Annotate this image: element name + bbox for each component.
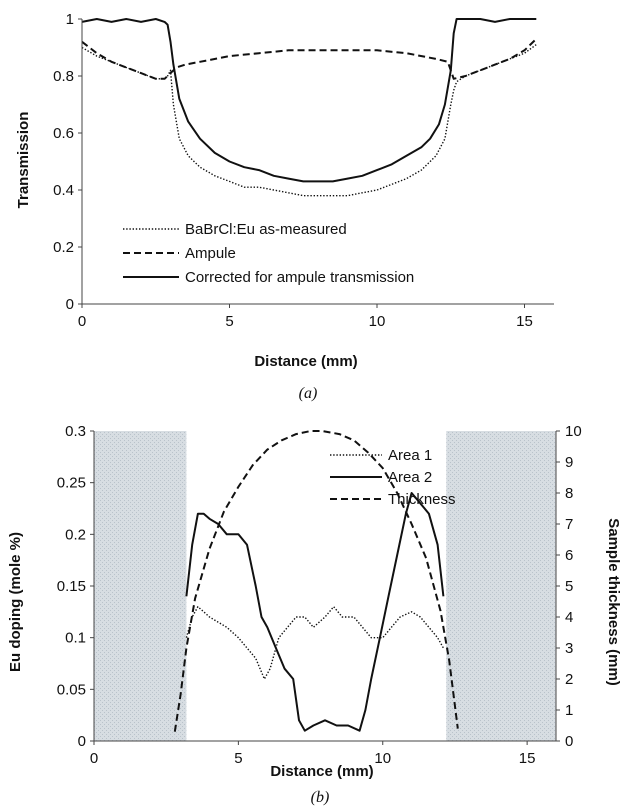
transmission-chart: 0 5 10 15 0 0.2 0.4 0.6 0.8 1 Distance (mm) Trans… — [15, 11, 554, 402]
series-line-area-1 — [185, 606, 445, 680]
y-tick-label: 0.25 — [57, 475, 86, 492]
y-tick-label: 0.2 — [65, 526, 86, 543]
y-right-tick-label: 4 — [565, 609, 573, 626]
legend-entry: Ampule — [185, 245, 236, 262]
y-right-tick-label: 9 — [565, 454, 573, 471]
series-line-babrcl-eu-as-measured — [81, 44, 537, 197]
y-tick-label: 0.15 — [57, 578, 86, 595]
tick-labels-b: 0 5 10 15 0 0.05 0.1 0.15 0.2 0.25 0.3 0 1 2 3 4 5 6 7 8 9 10 — [57, 423, 582, 767]
x-tick-label: 0 — [90, 750, 98, 767]
caption-a: (a) — [299, 385, 318, 402]
y-tick-label: 0 — [78, 733, 86, 750]
y-right-tick-label: 1 — [565, 702, 573, 719]
tick-labels-a: 0 5 10 15 0 0.2 0.4 0.6 0.8 1 — [53, 11, 533, 330]
shaded-region-1 — [94, 431, 187, 741]
x-tick-label: 15 — [519, 750, 536, 767]
x-tick-label: 5 — [225, 313, 233, 330]
y-right-tick-label: 6 — [565, 547, 573, 564]
y-tick-label: 1 — [66, 11, 74, 28]
x-tick-label: 10 — [374, 750, 391, 767]
axes-a — [81, 19, 554, 305]
y-tick-label: 0.2 — [53, 239, 74, 256]
legend-entry: BaBrCl:Eu as-measured — [185, 221, 347, 238]
x-tick-label: 10 — [369, 313, 386, 330]
y-tick-label: 0.3 — [65, 423, 86, 440]
series-line-corrected-for-ampule-transmission — [81, 18, 537, 183]
series-line-area-2 — [185, 492, 445, 732]
x-axis-title-b: Distance (mm) — [270, 763, 373, 780]
series-lines-b — [173, 430, 459, 732]
x-axis-title-a: Distance (mm) — [254, 353, 357, 370]
legend-b: Area 1 Area 2 Thickness — [330, 447, 456, 508]
y-axis-title-b: Eu doping (mole %) — [7, 532, 24, 672]
legend-entry: Thickness — [388, 491, 456, 508]
y-tick-label: 0 — [66, 296, 74, 313]
y-right-tick-label: 2 — [565, 671, 573, 688]
y-tick-label: 0.05 — [57, 681, 86, 698]
x-tick-label: 0 — [78, 313, 86, 330]
legend-entry: Area 1 — [388, 447, 432, 464]
y-tick-label: 0.6 — [53, 125, 74, 142]
series-line-thickness — [173, 430, 459, 732]
y-right-tick-label: 7 — [565, 516, 573, 533]
caption-b: (b) — [311, 789, 330, 806]
series-line-ampule — [81, 38, 537, 80]
y-tick-label: 0.8 — [53, 68, 74, 85]
y-axis-title-a: Transmission — [15, 112, 32, 209]
y-right-tick-label: 5 — [565, 578, 573, 595]
x-tick-label: 15 — [516, 313, 533, 330]
y-right-tick-label: 10 — [565, 423, 582, 440]
y-tick-label: 0.4 — [53, 182, 74, 199]
legend-entry: Corrected for ampule transmission — [185, 269, 414, 286]
legend-entry: Area 2 — [388, 469, 432, 486]
legend-a: BaBrCl:Eu as-measured Ampule Corrected for… — [123, 221, 414, 286]
y-right-tick-label: 3 — [565, 640, 573, 657]
y-tick-label: 0.1 — [65, 630, 86, 647]
eu-doping-chart: 0 5 10 15 0 0.05 0.1 0.15 0.2 0.25 0.3 0 1 2 3 4 5 6 7 8 9 10… — [7, 423, 621, 806]
y-axis-right-title-b: Sample thickness (mm) — [605, 518, 621, 686]
y-right-tick-label: 8 — [565, 485, 573, 502]
y-right-tick-label: 0 — [565, 733, 573, 750]
shaded-regions-b — [94, 431, 556, 741]
shaded-region-2 — [446, 431, 556, 741]
x-tick-label: 5 — [234, 750, 242, 767]
series-lines-a — [81, 18, 537, 197]
